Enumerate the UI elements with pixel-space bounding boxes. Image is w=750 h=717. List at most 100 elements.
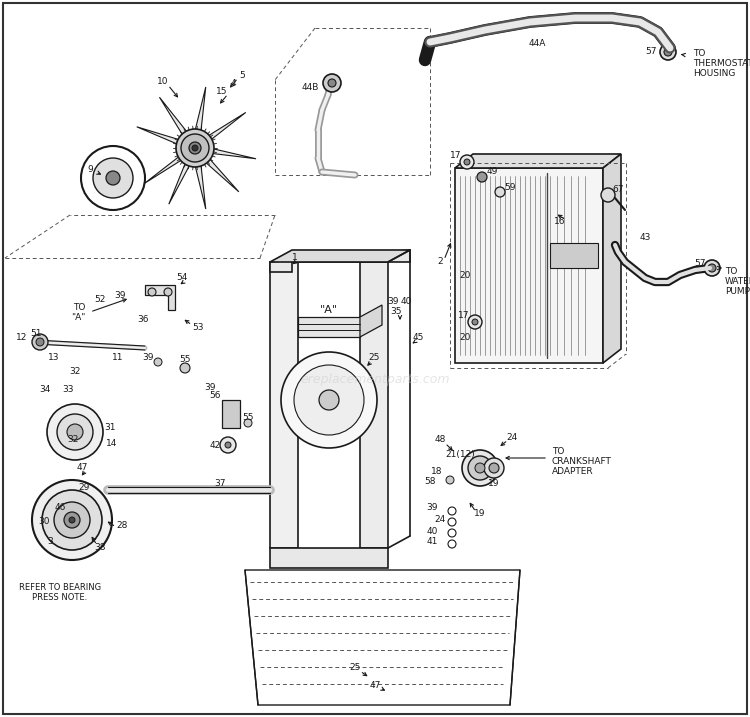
Polygon shape — [145, 285, 175, 310]
Circle shape — [225, 442, 231, 448]
Circle shape — [180, 363, 190, 373]
Circle shape — [294, 365, 364, 435]
Circle shape — [468, 315, 482, 329]
Text: 56: 56 — [209, 391, 220, 399]
Text: "A": "A" — [70, 313, 85, 323]
Text: 57: 57 — [694, 259, 706, 267]
Circle shape — [93, 158, 133, 198]
Text: 59: 59 — [504, 184, 516, 192]
Text: 20: 20 — [459, 270, 471, 280]
Circle shape — [36, 338, 44, 346]
Text: "A": "A" — [320, 305, 338, 315]
Text: 10: 10 — [158, 77, 169, 87]
Text: 21(12): 21(12) — [446, 450, 475, 460]
Text: 44B: 44B — [302, 83, 319, 92]
Text: 40: 40 — [426, 528, 438, 536]
Text: 39: 39 — [387, 298, 399, 306]
Circle shape — [57, 414, 93, 450]
Circle shape — [32, 334, 48, 350]
Text: 11: 11 — [112, 353, 124, 363]
Text: 4: 4 — [230, 78, 236, 87]
Circle shape — [106, 171, 120, 185]
Circle shape — [67, 424, 83, 440]
Text: 57: 57 — [645, 47, 657, 57]
Circle shape — [460, 155, 474, 169]
Circle shape — [708, 264, 716, 272]
Text: ereplacementparts.com: ereplacementparts.com — [300, 374, 450, 386]
Polygon shape — [455, 154, 621, 168]
Circle shape — [244, 419, 252, 427]
Text: 37: 37 — [214, 478, 226, 488]
Text: TO: TO — [552, 447, 564, 457]
Text: 5: 5 — [239, 70, 244, 80]
Circle shape — [281, 352, 377, 448]
Text: 67: 67 — [612, 186, 624, 194]
Circle shape — [69, 517, 75, 523]
Text: HOUSING: HOUSING — [693, 69, 735, 77]
Polygon shape — [360, 305, 382, 337]
Circle shape — [323, 74, 341, 92]
Circle shape — [477, 172, 487, 182]
Polygon shape — [206, 113, 246, 141]
Text: 33: 33 — [62, 386, 74, 394]
Circle shape — [475, 463, 485, 473]
Text: 40: 40 — [400, 298, 412, 306]
Text: 3: 3 — [47, 538, 53, 546]
Text: TO: TO — [693, 49, 705, 57]
Text: 49: 49 — [486, 168, 498, 176]
Text: 55: 55 — [179, 356, 190, 364]
Circle shape — [220, 437, 236, 453]
Text: 30: 30 — [38, 518, 50, 526]
Text: 46: 46 — [54, 503, 66, 513]
Text: 20: 20 — [459, 333, 471, 343]
Text: TO: TO — [725, 267, 737, 277]
Text: PUMP: PUMP — [725, 288, 750, 297]
Polygon shape — [169, 161, 190, 204]
Text: 36: 36 — [137, 315, 148, 325]
Polygon shape — [550, 243, 598, 268]
Text: 19: 19 — [474, 510, 486, 518]
Text: 42: 42 — [209, 440, 220, 450]
Text: 31: 31 — [104, 424, 116, 432]
Text: 58: 58 — [424, 478, 436, 487]
Polygon shape — [270, 548, 388, 568]
Text: 25: 25 — [350, 663, 361, 673]
Polygon shape — [270, 250, 410, 272]
Text: 32: 32 — [69, 368, 81, 376]
Circle shape — [495, 187, 505, 197]
Text: CRANKSHAFT: CRANKSHAFT — [552, 457, 612, 467]
Text: REFER TO BEARING: REFER TO BEARING — [19, 584, 101, 592]
Circle shape — [704, 260, 720, 276]
Text: 35: 35 — [390, 308, 402, 316]
Circle shape — [319, 390, 339, 410]
Circle shape — [328, 79, 336, 87]
Text: 15: 15 — [216, 87, 228, 97]
Text: 45: 45 — [413, 333, 424, 343]
Circle shape — [660, 44, 676, 60]
Text: 13: 13 — [48, 353, 60, 363]
Text: 9: 9 — [87, 166, 93, 174]
Circle shape — [164, 288, 172, 296]
Text: 19: 19 — [488, 478, 500, 488]
Text: 39: 39 — [426, 503, 438, 513]
Polygon shape — [360, 262, 388, 548]
Text: 1: 1 — [292, 254, 298, 262]
Text: 47: 47 — [369, 680, 381, 690]
Polygon shape — [298, 317, 360, 337]
Polygon shape — [270, 262, 298, 548]
Text: 17: 17 — [458, 310, 470, 320]
Polygon shape — [195, 87, 206, 133]
Circle shape — [154, 358, 162, 366]
Circle shape — [489, 463, 499, 473]
Polygon shape — [210, 148, 256, 158]
Text: 51: 51 — [30, 328, 42, 338]
Circle shape — [472, 319, 478, 325]
Circle shape — [64, 512, 80, 528]
Text: 18: 18 — [431, 467, 442, 477]
Text: THERMOSTAT: THERMOSTAT — [693, 59, 750, 67]
Text: 43: 43 — [639, 234, 651, 242]
Text: 41: 41 — [426, 538, 438, 546]
Text: 38: 38 — [94, 543, 106, 553]
Circle shape — [181, 134, 209, 162]
Text: 47: 47 — [76, 463, 88, 473]
